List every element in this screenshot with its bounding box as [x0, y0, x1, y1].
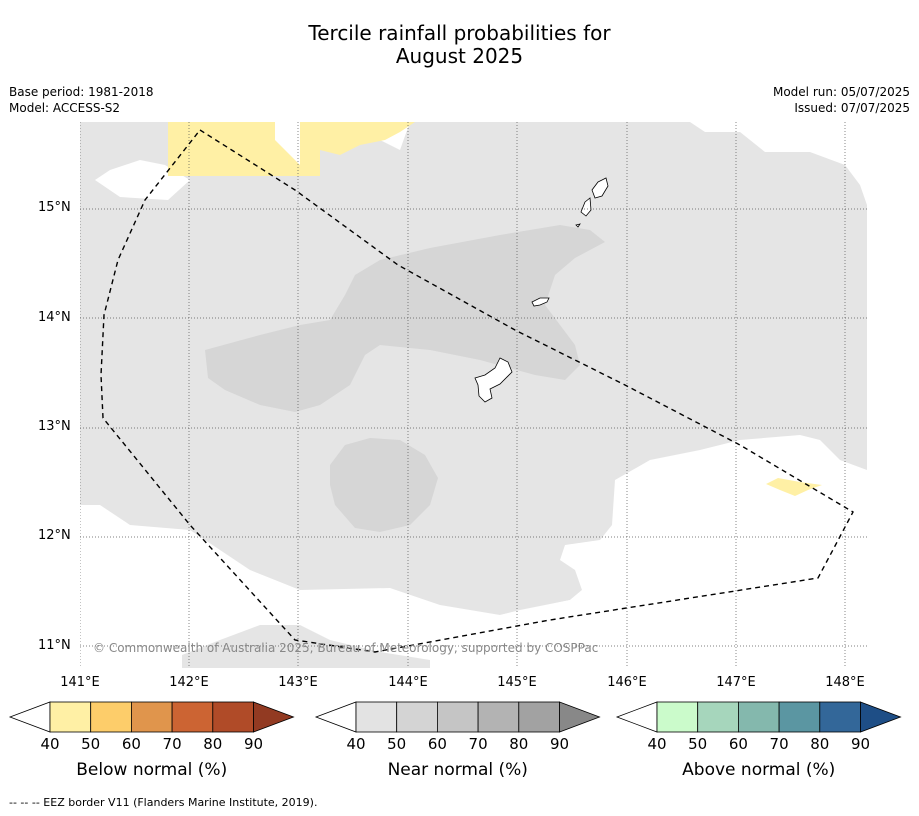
colorbar-segment — [90, 701, 132, 733]
colorbar-segment — [212, 701, 254, 733]
colorbar-segment — [436, 701, 479, 733]
colorbar-segment — [778, 701, 821, 733]
colorbar-tick: 50 — [387, 735, 407, 753]
lon-label-146: 146°E — [607, 675, 647, 690]
colorbar-tick: 90 — [243, 735, 264, 753]
colorbar-segment — [697, 701, 739, 733]
title-line-1: Tercile rainfall probabilities for — [308, 21, 611, 45]
colorbar-2 — [314, 701, 601, 733]
below-normal-40-east — [766, 478, 822, 496]
lon-label-142: 142°E — [169, 675, 209, 690]
lat-label-14: 14°N — [38, 310, 71, 325]
colorbar-tick: 50 — [81, 735, 101, 753]
eez-footer-note: -- -- -- EEZ border V11 (Flanders Marine… — [9, 796, 318, 809]
colorbar-segment — [355, 701, 398, 733]
colorbar-tick: 60 — [728, 735, 748, 753]
copyright-notice: © Commonwealth of Australia 2025, Bureau… — [93, 641, 599, 655]
colorbar-tick: 80 — [810, 735, 830, 753]
title-line-2: August 2025 — [395, 44, 524, 68]
colorbar-tick: 90 — [549, 735, 570, 753]
issued-date: Issued: 07/07/2025 — [794, 101, 910, 115]
map-panel — [80, 122, 867, 668]
base-period: Base period: 1981-2018 — [9, 85, 154, 99]
meta-left: Base period: 1981-2018 Model: ACCESS-S2 — [9, 84, 154, 116]
colorbar-tick: 70 — [162, 735, 182, 753]
colorbar-tick: 80 — [509, 735, 529, 753]
lon-label-145: 145°E — [497, 675, 537, 690]
colorbar-tick: 70 — [468, 735, 488, 753]
island-guam — [474, 357, 513, 403]
colorbar-tick: 40 — [40, 735, 60, 753]
lon-label-144: 144°E — [388, 675, 428, 690]
colorbar-high-extension — [860, 701, 902, 733]
model-name: Model: ACCESS-S2 — [9, 101, 121, 115]
model-run: Model run: 05/07/2025 — [772, 85, 910, 99]
colorbar-segment — [656, 701, 699, 733]
colorbar-tick: 80 — [203, 735, 223, 753]
colorbar-segment — [738, 701, 780, 733]
colorbar-segment — [819, 701, 861, 733]
lon-label-143: 143°E — [278, 675, 318, 690]
colorbar-high-extension — [559, 701, 601, 733]
colorbar-tick: 40 — [346, 735, 366, 753]
colorbar-segment — [477, 701, 520, 733]
near-normal-50-region — [205, 225, 605, 532]
colorbar-tick: 70 — [769, 735, 789, 753]
eez-border — [100, 129, 854, 653]
gridlines — [80, 122, 867, 668]
colorbar-low-extension — [314, 701, 357, 733]
lon-label-148: 148°E — [825, 675, 865, 690]
lon-label-141: 141°E — [60, 675, 100, 690]
map-white-gap-southwest — [80, 505, 582, 668]
lat-label-11: 11°N — [38, 638, 71, 653]
island-rota — [531, 297, 550, 307]
colorbar-segment — [49, 701, 92, 733]
map-title: Tercile rainfall probabilities for Augus… — [0, 22, 919, 68]
island-aguijan — [575, 223, 581, 228]
colorbar-segment — [518, 701, 560, 733]
colorbar-low-extension — [615, 701, 658, 733]
colorbar-tick: 90 — [850, 735, 871, 753]
colorbar-tick: 60 — [427, 735, 447, 753]
colorbar-label: Near normal (%) — [387, 760, 528, 780]
island-tinian — [580, 197, 592, 217]
below-normal-40-north-b — [300, 122, 415, 176]
colorbar-tick: 40 — [647, 735, 667, 753]
colorbar-tick: 50 — [688, 735, 708, 753]
colorbar-label: Below normal (%) — [76, 760, 228, 780]
map-white-gap-east — [810, 490, 867, 555]
below-normal-40-north — [168, 122, 320, 176]
lat-label-12: 12°N — [38, 528, 71, 543]
island-saipan — [591, 177, 609, 199]
meta-right: Model run: 05/07/2025 Issued: 07/07/2025 — [773, 84, 910, 116]
near-normal-40-south-patch — [182, 625, 430, 668]
colorbar-segment — [130, 701, 173, 733]
colorbar-segment — [171, 701, 214, 733]
colorbar-high-extension — [253, 701, 295, 733]
colorbars — [8, 701, 902, 733]
colorbar-segment — [396, 701, 438, 733]
colorbar-1 — [8, 701, 295, 733]
colorbar-label: Above normal (%) — [682, 760, 836, 780]
colorbar-low-extension — [8, 701, 51, 733]
islands — [474, 177, 609, 403]
lon-label-147: 147°E — [716, 675, 756, 690]
near-normal-40-region — [80, 122, 867, 668]
lat-label-13: 13°N — [38, 419, 71, 434]
colorbar-tick: 60 — [121, 735, 141, 753]
colorbar-3 — [615, 701, 902, 733]
lat-label-15: 15°N — [38, 200, 71, 215]
